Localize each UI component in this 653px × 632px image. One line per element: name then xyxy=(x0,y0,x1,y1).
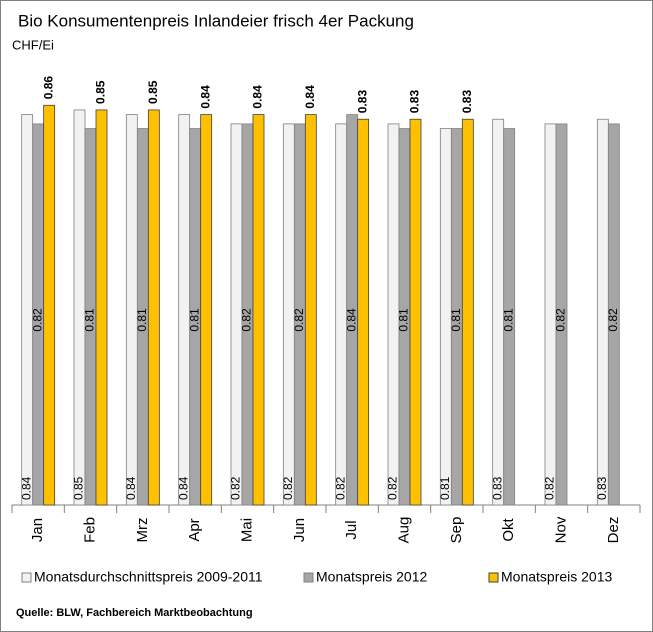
legend-swatch xyxy=(303,572,314,583)
bar xyxy=(607,123,620,506)
x-tick-label: Apr xyxy=(186,518,203,541)
x-tick-label: Jun xyxy=(291,518,308,542)
bar xyxy=(147,109,160,506)
value-label: 0.82 xyxy=(281,476,295,500)
value-label: 0.85 xyxy=(94,80,108,104)
x-tick-label: Dez xyxy=(605,517,622,544)
legend-label: Monatspreis 2012 xyxy=(316,569,428,585)
bar xyxy=(200,114,213,506)
x-tick-label: Mrz xyxy=(134,518,151,543)
value-label: 0.83 xyxy=(595,476,609,500)
value-label: 0.82 xyxy=(229,476,243,500)
x-tick-label: Sep xyxy=(448,517,465,544)
value-label: 0.84 xyxy=(124,476,138,500)
bar xyxy=(43,104,56,506)
value-label: 0.81 xyxy=(449,308,463,332)
value-label: 0.82 xyxy=(543,476,557,500)
value-label: 0.83 xyxy=(408,90,422,114)
value-label: 0.82 xyxy=(386,476,400,500)
value-label: 0.85 xyxy=(146,80,160,104)
value-label: 0.81 xyxy=(397,308,411,332)
bar xyxy=(252,114,265,506)
value-label: 0.82 xyxy=(606,308,620,332)
value-label: 0.82 xyxy=(333,476,347,500)
value-label: 0.81 xyxy=(438,476,452,500)
x-tick-label: Okt xyxy=(500,518,517,542)
value-label: 0.83 xyxy=(490,476,504,500)
x-tick-label: Nov xyxy=(552,516,569,543)
chart-title: Bio Konsumentenpreis Inlandeier frisch 4… xyxy=(18,11,414,30)
bar xyxy=(555,123,568,506)
x-tick-label: Feb xyxy=(81,517,98,543)
bar xyxy=(304,114,317,506)
y-axis-label: CHF/Ei xyxy=(12,37,54,52)
bar xyxy=(357,118,370,506)
value-label: 0.84 xyxy=(303,85,317,109)
value-label: 0.81 xyxy=(187,308,201,332)
legend-label: Monatspreis 2013 xyxy=(501,569,613,585)
bar xyxy=(503,128,516,506)
legend-label: Monatsdurchschnittspreis 2009-2011 xyxy=(34,569,263,585)
value-label: 0.83 xyxy=(355,90,369,114)
x-tick-label: Mai xyxy=(238,518,255,542)
value-label: 0.84 xyxy=(176,476,190,500)
value-label: 0.85 xyxy=(72,476,86,500)
legend-swatch xyxy=(21,572,32,583)
x-tick-label: Aug xyxy=(395,517,412,544)
value-label: 0.84 xyxy=(19,476,33,500)
value-label: 0.86 xyxy=(41,76,55,100)
value-label: 0.81 xyxy=(83,308,97,332)
x-tick-label: Jan xyxy=(29,518,46,542)
value-label: 0.84 xyxy=(198,85,212,109)
x-tick-label: Jul xyxy=(343,520,360,539)
legend-swatch xyxy=(488,572,499,583)
bar xyxy=(95,109,108,506)
value-label: 0.81 xyxy=(501,308,515,332)
bar xyxy=(73,109,86,506)
value-label: 0.82 xyxy=(240,308,254,332)
value-label: 0.82 xyxy=(30,308,44,332)
value-label: 0.82 xyxy=(554,308,568,332)
source: Quelle: BLW, Fachbereich Marktbeobachtun… xyxy=(16,607,253,619)
value-label: 0.84 xyxy=(251,85,265,109)
bar xyxy=(409,118,422,506)
value-label: 0.83 xyxy=(460,90,474,114)
bar xyxy=(461,118,474,506)
value-label: 0.84 xyxy=(344,308,358,332)
value-label: 0.82 xyxy=(292,308,306,332)
value-label: 0.81 xyxy=(135,308,149,332)
